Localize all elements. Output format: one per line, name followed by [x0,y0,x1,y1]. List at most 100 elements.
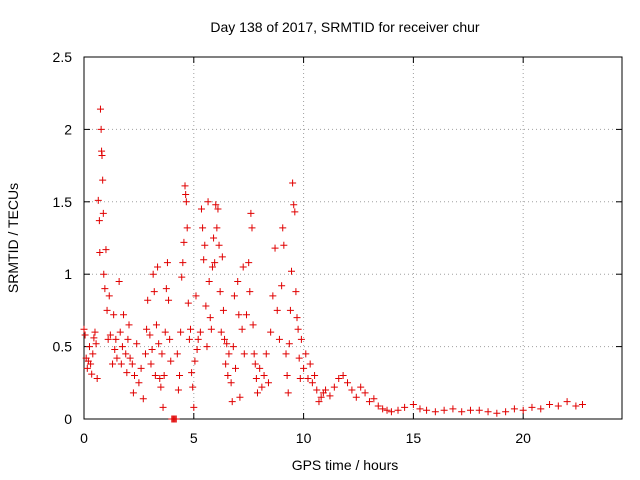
data-point [330,383,338,391]
data-point [273,306,281,314]
data-point [361,389,369,397]
grid-lines [84,57,622,419]
data-point [563,398,571,406]
data-point [199,224,207,232]
data-point [125,321,133,329]
data-point [116,328,124,336]
data-point [352,393,360,401]
data-point [249,321,257,329]
data-point [383,406,391,414]
data-point [149,270,157,278]
data-point [182,191,190,199]
data-point [484,408,492,416]
data-point [181,182,189,190]
data-point [251,360,259,368]
data-point [326,392,334,400]
data-point [554,402,562,410]
data-points [80,105,586,423]
y-tick-label: 0 [64,411,72,427]
data-point [88,370,96,378]
data-point [159,403,167,411]
data-point [81,331,89,339]
data-point [238,325,246,333]
data-point [105,292,113,300]
data-point [163,259,171,267]
data-point [295,354,303,362]
data-point [227,379,235,387]
data-point [247,209,255,217]
data-point [156,374,164,382]
x-tick-label: 0 [80,430,88,446]
data-point [167,357,175,365]
data-point [431,408,439,416]
data-point [232,364,240,372]
data-point [262,350,270,358]
data-point [103,306,111,314]
data-point [120,311,128,319]
data-point [93,374,101,382]
data-point [129,389,137,397]
data-point [258,383,266,391]
data-point [179,259,187,267]
data-point [225,350,233,358]
data-point [283,372,291,380]
data-point [219,306,227,314]
data-point [302,350,310,358]
data-point [416,405,424,413]
data-point [178,273,186,281]
data-point [197,205,205,213]
data-point [104,335,112,343]
data-point [317,393,325,401]
data-point [202,302,210,310]
data-point [240,350,248,358]
data-point [280,241,288,249]
data-point [187,325,195,333]
data-point [449,405,457,413]
data-point [98,151,106,159]
data-point [224,372,232,380]
data-point [344,379,352,387]
data-point [135,379,143,387]
data-point [210,234,218,242]
axis-ticks: 0 5 10 15 20 0 0.5 1 1.5 2 2.5 [53,49,622,446]
data-point [253,389,261,397]
data-point [279,224,287,232]
y-tick-label: 2 [64,121,72,137]
data-point [315,398,323,406]
data-point [546,401,554,409]
data-point [122,350,130,358]
data-point [348,386,356,394]
data-point [271,244,279,252]
data-point [230,292,238,300]
data-point [252,374,260,382]
data-point [216,288,224,296]
data-point [173,350,181,358]
data-point [264,379,272,387]
data-point [239,263,247,271]
data-point [94,196,102,204]
data-point [109,360,117,368]
data-point [157,383,165,391]
x-tick-label: 10 [296,430,312,446]
data-point [214,205,222,213]
data-point [294,325,302,333]
data-point [188,369,196,377]
data-point [118,343,126,351]
y-tick-label: 1 [64,266,72,282]
data-point [133,340,141,348]
data-point [215,241,223,249]
data-point [184,299,192,307]
data-point [194,335,202,343]
data-point [208,263,216,271]
data-point [205,277,213,285]
data-point [284,389,292,397]
data-point [275,335,283,343]
data-point [228,398,236,406]
data-point [248,224,256,232]
data-point [218,253,226,261]
data-point [578,401,586,409]
y-tick-label: 0.5 [53,339,73,355]
data-point [379,405,387,413]
data-point [217,328,225,336]
